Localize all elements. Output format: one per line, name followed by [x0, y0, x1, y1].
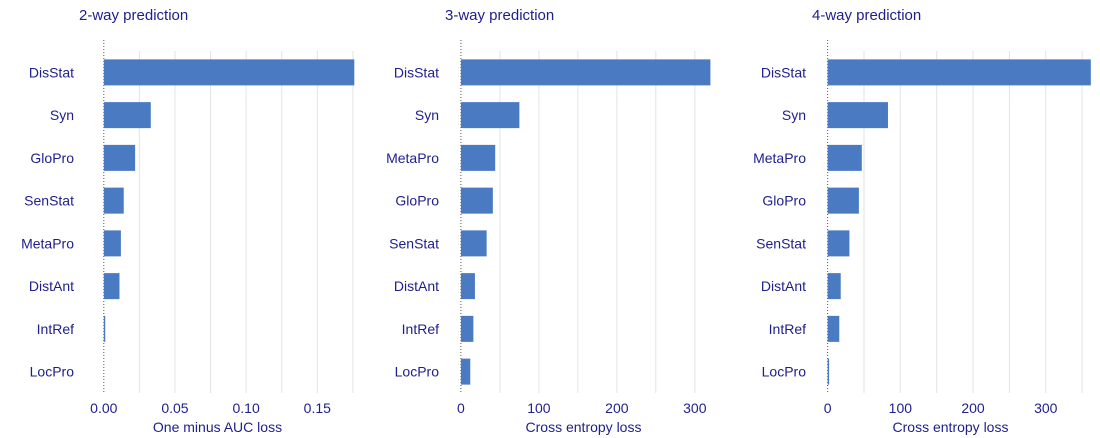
category-label: IntRef	[37, 321, 74, 337]
chart-panel-3: 4-way prediction DisStat Syn MetaPro GloPro S…	[753, 7, 1091, 435]
category-label: MetaPro	[386, 150, 439, 166]
x-tick-label: 100	[889, 400, 913, 416]
category-label: LocPro	[762, 364, 807, 380]
bar-intref	[827, 315, 840, 342]
chart-title: 2-way prediction	[79, 7, 188, 24]
bar-intref	[103, 315, 106, 342]
chart-panel-2: 3-way prediction DisStat Syn MetaPro GloPro S…	[386, 7, 711, 435]
bar-senstat	[460, 230, 487, 257]
x-tick-label: 300	[683, 400, 707, 416]
category-label: DistAnt	[761, 278, 806, 294]
x-axis-label: Cross entropy loss	[893, 419, 1009, 435]
chart-title: 4-way prediction	[812, 7, 921, 24]
category-label: DisStat	[761, 64, 806, 80]
x-axis-label: One minus AUC loss	[153, 419, 282, 435]
x-tick-label: 100	[527, 400, 551, 416]
x-tick-label: 200	[961, 400, 985, 416]
category-label: Syn	[415, 107, 439, 123]
bar-senstat	[827, 230, 850, 257]
category-label: IntRef	[769, 321, 806, 337]
bar-metapro	[827, 144, 862, 171]
category-label: SenStat	[24, 193, 74, 209]
bar-disstat	[827, 59, 1091, 86]
bar-distant	[827, 273, 841, 300]
category-label: GloPro	[30, 150, 74, 166]
x-tick-label: 0	[457, 400, 465, 416]
category-label: IntRef	[402, 321, 439, 337]
x-tick-label: 300	[1034, 400, 1058, 416]
category-label: Syn	[50, 107, 74, 123]
x-axis-label: Cross entropy loss	[526, 419, 642, 435]
bar-distant	[103, 273, 120, 300]
category-label: LocPro	[395, 364, 440, 380]
category-label: DisStat	[29, 64, 74, 80]
chart-panel-1: 2-way prediction DisStat Syn GloPro SenStat M…	[21, 7, 355, 435]
bar-senstat	[103, 187, 124, 214]
category-label: Syn	[782, 107, 806, 123]
bar-intref	[460, 315, 474, 342]
bar-disstat	[103, 59, 355, 86]
bar-syn	[103, 102, 151, 129]
chart-title: 3-way prediction	[445, 7, 554, 24]
bar-metapro	[103, 230, 121, 257]
category-label: GloPro	[395, 193, 439, 209]
category-label: MetaPro	[753, 150, 806, 166]
category-label: MetaPro	[21, 235, 74, 251]
x-tick-label: 0.15	[304, 400, 331, 416]
category-label: DistAnt	[29, 278, 74, 294]
bar-glopro	[460, 187, 493, 214]
bar-syn	[827, 102, 888, 129]
category-label: SenStat	[389, 235, 439, 251]
x-tick-label: 0	[824, 400, 832, 416]
bar-glopro	[827, 187, 859, 214]
bar-distant	[460, 273, 475, 300]
bar-syn	[460, 102, 520, 129]
category-label: LocPro	[30, 364, 75, 380]
bar-metapro	[460, 144, 496, 171]
x-tick-label: 200	[605, 400, 629, 416]
bar-locpro	[827, 358, 830, 385]
category-label: DisStat	[394, 64, 439, 80]
bar-locpro	[460, 358, 471, 385]
bar-disstat	[460, 59, 711, 86]
x-tick-label: 0.00	[90, 400, 117, 416]
category-label: DistAnt	[394, 278, 439, 294]
bar-glopro	[103, 144, 136, 171]
x-tick-label: 0.05	[161, 400, 188, 416]
category-label: SenStat	[756, 235, 806, 251]
category-label: GloPro	[762, 193, 806, 209]
x-tick-label: 0.10	[233, 400, 260, 416]
